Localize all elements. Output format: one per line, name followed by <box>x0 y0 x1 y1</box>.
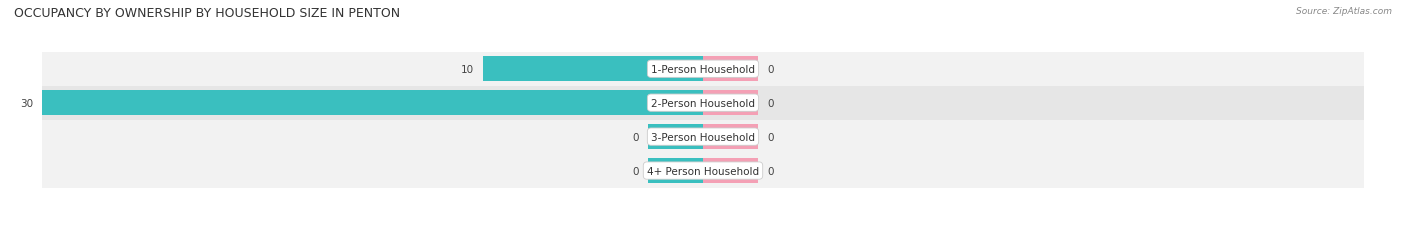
Text: 3-Person Household: 3-Person Household <box>651 132 755 142</box>
Bar <box>703 57 758 82</box>
Text: 0: 0 <box>766 166 773 176</box>
Text: 0: 0 <box>766 98 773 108</box>
Text: 30: 30 <box>20 98 34 108</box>
Text: Source: ZipAtlas.com: Source: ZipAtlas.com <box>1296 7 1392 16</box>
Text: 1-Person Household: 1-Person Household <box>651 64 755 74</box>
Text: OCCUPANCY BY OWNERSHIP BY HOUSEHOLD SIZE IN PENTON: OCCUPANCY BY OWNERSHIP BY HOUSEHOLD SIZE… <box>14 7 401 20</box>
Text: 2-Person Household: 2-Person Household <box>651 98 755 108</box>
Bar <box>42 52 1364 86</box>
Bar <box>42 154 1364 188</box>
Bar <box>703 91 758 116</box>
Bar <box>42 86 1364 120</box>
Text: 0: 0 <box>633 166 640 176</box>
Bar <box>482 57 703 82</box>
Bar <box>648 57 703 82</box>
Bar <box>703 125 758 149</box>
Bar <box>648 159 703 183</box>
Bar <box>42 91 703 116</box>
Text: 10: 10 <box>461 64 474 74</box>
Text: 0: 0 <box>766 64 773 74</box>
Bar <box>42 120 1364 154</box>
Bar <box>703 159 758 183</box>
Text: 4+ Person Household: 4+ Person Household <box>647 166 759 176</box>
Bar <box>648 91 703 116</box>
Text: 0: 0 <box>766 132 773 142</box>
Bar <box>648 125 703 149</box>
Text: 0: 0 <box>633 132 640 142</box>
